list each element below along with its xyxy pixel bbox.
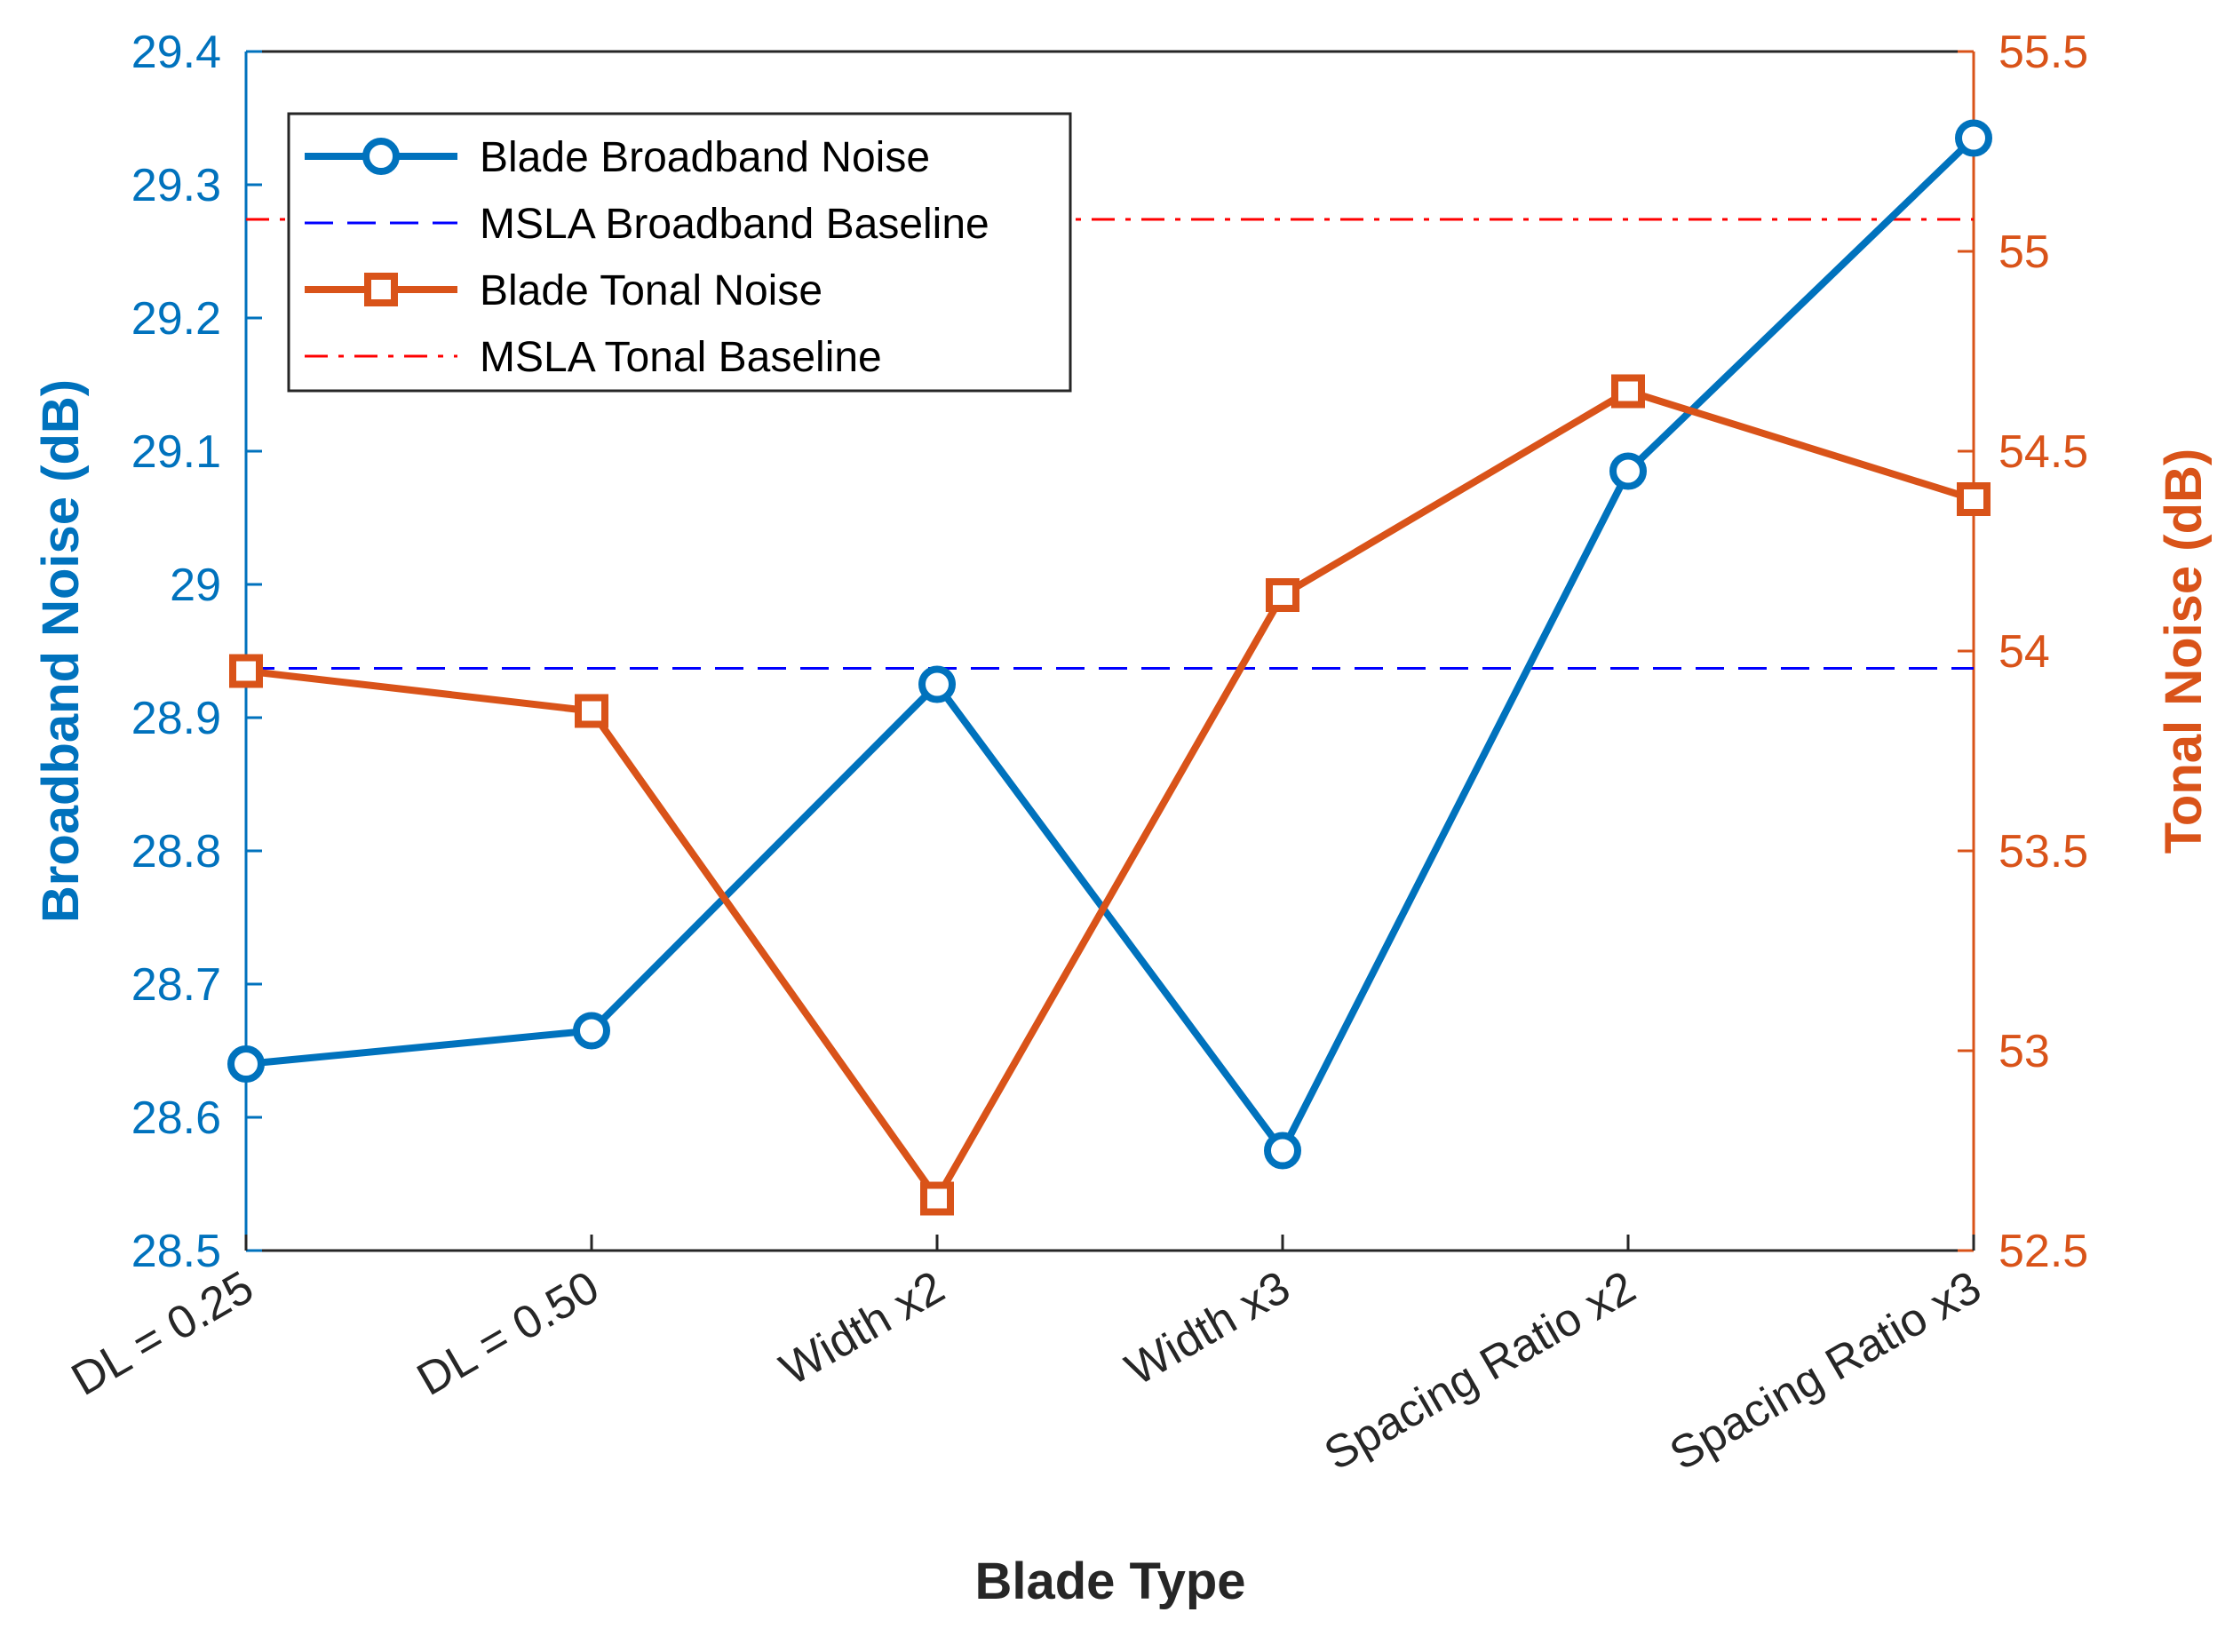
right-y-tick-label: 52.5 xyxy=(1999,1226,2088,1277)
x-tick-label: DL = 0.50 xyxy=(409,1261,608,1406)
broadband-point xyxy=(1264,1132,1301,1170)
right-y-tick-label: 55.5 xyxy=(1999,27,2088,78)
legend: Blade Broadband Noise MSLA Broadband Base… xyxy=(287,112,1072,393)
broadband-series-line xyxy=(245,135,1976,1155)
right-y-axis-title: Tonal Noise (dB) xyxy=(2155,449,2213,854)
tonal-point xyxy=(229,654,263,688)
tonal-point xyxy=(1611,374,1645,409)
right-y-tick-label: 54.5 xyxy=(1999,426,2088,478)
left-y-tick-label: 29.2 xyxy=(131,293,221,345)
legend-circle-marker xyxy=(362,138,400,175)
x-tick-label: DL = 0.25 xyxy=(63,1261,262,1406)
legend-entry-label: Blade Broadband Noise xyxy=(480,134,930,181)
x-tick-label: Spacing Ratio x2 xyxy=(1316,1261,1644,1481)
broadband-point xyxy=(1609,452,1647,490)
left-y-tick-label: 28.5 xyxy=(131,1226,221,1277)
x-axis-title: Blade Type xyxy=(974,1553,1245,1610)
right-y-tick-label: 53 xyxy=(1999,1026,2050,1077)
legend-entry-label: MSLA Broadband Baseline xyxy=(480,201,989,248)
tonal-point xyxy=(575,694,608,728)
legend-entry-label: MSLA Tonal Baseline xyxy=(480,334,882,381)
tonal-point xyxy=(1957,482,1991,516)
broadband-point xyxy=(1955,119,1992,157)
left-y-tick-label: 28.8 xyxy=(131,826,221,878)
tonal-point xyxy=(920,1181,954,1216)
x-tick-label: Width x3 xyxy=(1117,1261,1299,1395)
left-y-tick-label: 29.4 xyxy=(131,27,221,78)
left-y-tick-label: 29.3 xyxy=(131,160,221,211)
broadband-point xyxy=(918,665,956,703)
left-y-tick-label: 29 xyxy=(170,560,221,611)
tonal-series-line xyxy=(245,387,1975,1203)
x-tick-label: Width x2 xyxy=(772,1261,953,1395)
tonal-point xyxy=(1266,578,1299,612)
broadband-point xyxy=(227,1045,265,1083)
legend-square-marker xyxy=(364,273,398,306)
series-layer xyxy=(227,119,1992,1216)
left-y-tick-label: 28.6 xyxy=(131,1092,221,1144)
right-y-tick-label: 54 xyxy=(1999,626,2050,678)
broadband-point xyxy=(573,1012,610,1050)
right-y-tick-label: 53.5 xyxy=(1999,826,2088,878)
x-tick-label: Spacing Ratio x3 xyxy=(1662,1261,1990,1481)
left-y-tick-label: 28.9 xyxy=(131,693,221,744)
left-y-tick-label: 29.1 xyxy=(131,426,221,478)
right-y-tick-label: 55 xyxy=(1999,226,2050,278)
legend-entry-label: Blade Tonal Noise xyxy=(480,267,822,314)
left-y-tick-label: 28.7 xyxy=(131,959,221,1011)
left-y-axis-title: Broadband Noise (dB) xyxy=(32,379,90,923)
